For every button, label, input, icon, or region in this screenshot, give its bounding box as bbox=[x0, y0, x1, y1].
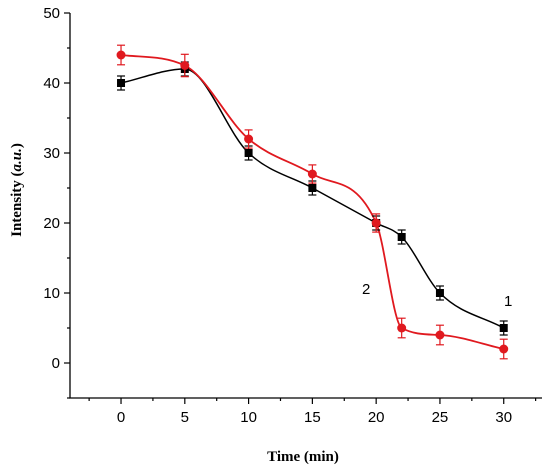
series-1-point bbox=[308, 184, 317, 192]
series-1-point bbox=[117, 79, 126, 87]
series-1-point bbox=[244, 149, 253, 157]
x-tick-label: 20 bbox=[368, 409, 385, 426]
series-2-point bbox=[397, 323, 407, 333]
y-tick-label: 10 bbox=[43, 285, 60, 302]
y-tick-label: 40 bbox=[43, 75, 60, 92]
series-1-point bbox=[435, 289, 444, 297]
series-2-point bbox=[307, 169, 317, 179]
series-2-label: 2 bbox=[362, 281, 370, 298]
x-tick-label: 5 bbox=[181, 409, 189, 426]
series-2-point bbox=[435, 330, 445, 340]
series-2-point bbox=[116, 50, 126, 60]
y-axis-title-end: ) bbox=[9, 143, 25, 148]
x-axis-title: Time (min) bbox=[267, 449, 339, 465]
y-axis-title-main: Intensity ( bbox=[9, 171, 25, 236]
series-2-point bbox=[180, 61, 190, 70]
axes: 0 10 20 30 40 50 0 5 10 15 20 25 30 bbox=[43, 5, 542, 426]
x-tick-label: 10 bbox=[240, 409, 257, 426]
series-1-label: 1 bbox=[504, 293, 512, 310]
data-points bbox=[116, 44, 509, 360]
series-1-point bbox=[499, 324, 508, 332]
x-tick-label: 0 bbox=[117, 409, 125, 426]
fit-curves bbox=[120, 54, 505, 350]
x-tick-label: 25 bbox=[432, 409, 449, 426]
series-1-point bbox=[397, 233, 406, 241]
y-axis-title-unit: a.u. bbox=[9, 148, 25, 171]
y-tick-label: 30 bbox=[43, 145, 60, 162]
series-2-point bbox=[499, 344, 509, 354]
y-tick-label: 0 bbox=[52, 355, 60, 372]
series-1-curve bbox=[120, 68, 505, 329]
series-2-point bbox=[244, 134, 254, 144]
series-2-curve bbox=[120, 54, 504, 350]
y-tick-label: 20 bbox=[43, 215, 60, 232]
y-tick-label: 50 bbox=[43, 5, 60, 22]
x-tick-label: 15 bbox=[304, 409, 321, 426]
y-axis-title: Intensity (a.u.) bbox=[9, 143, 25, 237]
series-2-point bbox=[371, 218, 381, 228]
x-tick-label: 30 bbox=[495, 409, 512, 426]
